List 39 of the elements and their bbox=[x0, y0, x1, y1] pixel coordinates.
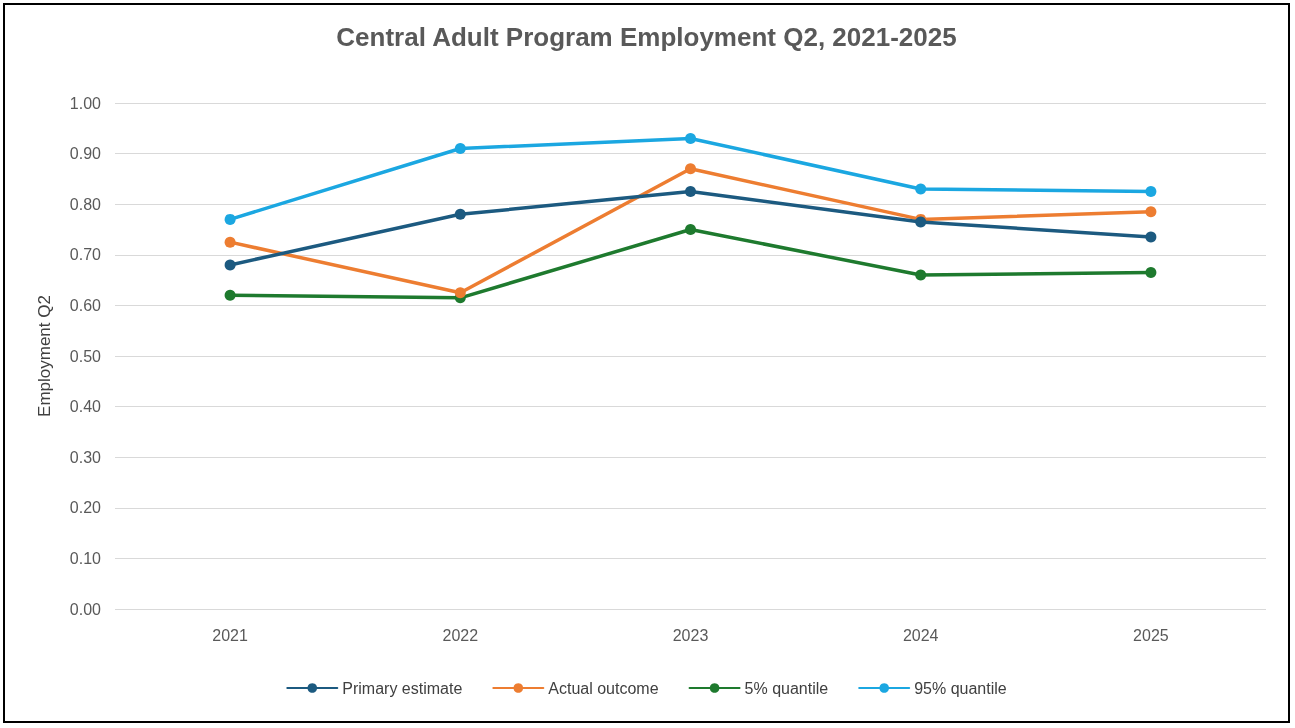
point bbox=[224, 289, 236, 301]
y-tick-label: 1.00 bbox=[69, 94, 102, 112]
point bbox=[685, 224, 696, 235]
point bbox=[685, 163, 696, 175]
point bbox=[454, 208, 466, 220]
point bbox=[1145, 231, 1157, 243]
point bbox=[1145, 186, 1157, 198]
point bbox=[915, 183, 927, 195]
y-tick-label: 0.40 bbox=[69, 398, 102, 416]
y-tick-label: 0.30 bbox=[69, 448, 102, 466]
x-tick-label: 2024 bbox=[902, 626, 939, 644]
y-tick-label: 0.80 bbox=[69, 195, 102, 213]
x-tick-label: 2022 bbox=[442, 626, 479, 644]
point bbox=[915, 269, 927, 281]
y-tick-label: 0.90 bbox=[69, 145, 102, 163]
point bbox=[454, 143, 466, 155]
point bbox=[1145, 206, 1157, 218]
point bbox=[224, 213, 236, 225]
y-tick-label: 0.10 bbox=[69, 549, 102, 567]
legend-label: 95% quantile bbox=[914, 679, 1007, 697]
point bbox=[685, 186, 696, 198]
legend-label: Primary estimate bbox=[342, 679, 463, 697]
y-tick-label: 0.50 bbox=[69, 347, 102, 365]
point bbox=[685, 132, 696, 144]
x-tick-label: 2021 bbox=[212, 626, 248, 644]
x-tick-label: 2023 bbox=[672, 626, 709, 644]
chart-title: Central Adult Program Employment Q2, 2021-2025 bbox=[336, 22, 957, 52]
legend-label: Actual outcome bbox=[548, 679, 659, 697]
y-tick-label: 0.00 bbox=[69, 600, 102, 618]
point bbox=[224, 236, 236, 248]
legend-label: 5% quantile bbox=[744, 679, 829, 697]
point bbox=[224, 259, 236, 271]
y-tick-label: 0.60 bbox=[69, 296, 102, 314]
x-tick-label: 2025 bbox=[1133, 626, 1169, 644]
y-axis-title: Employment Q2 bbox=[35, 295, 54, 417]
point bbox=[1145, 267, 1157, 279]
y-tick-label: 0.70 bbox=[69, 246, 102, 264]
point bbox=[454, 287, 466, 299]
y-tick-label: 0.20 bbox=[69, 499, 102, 517]
